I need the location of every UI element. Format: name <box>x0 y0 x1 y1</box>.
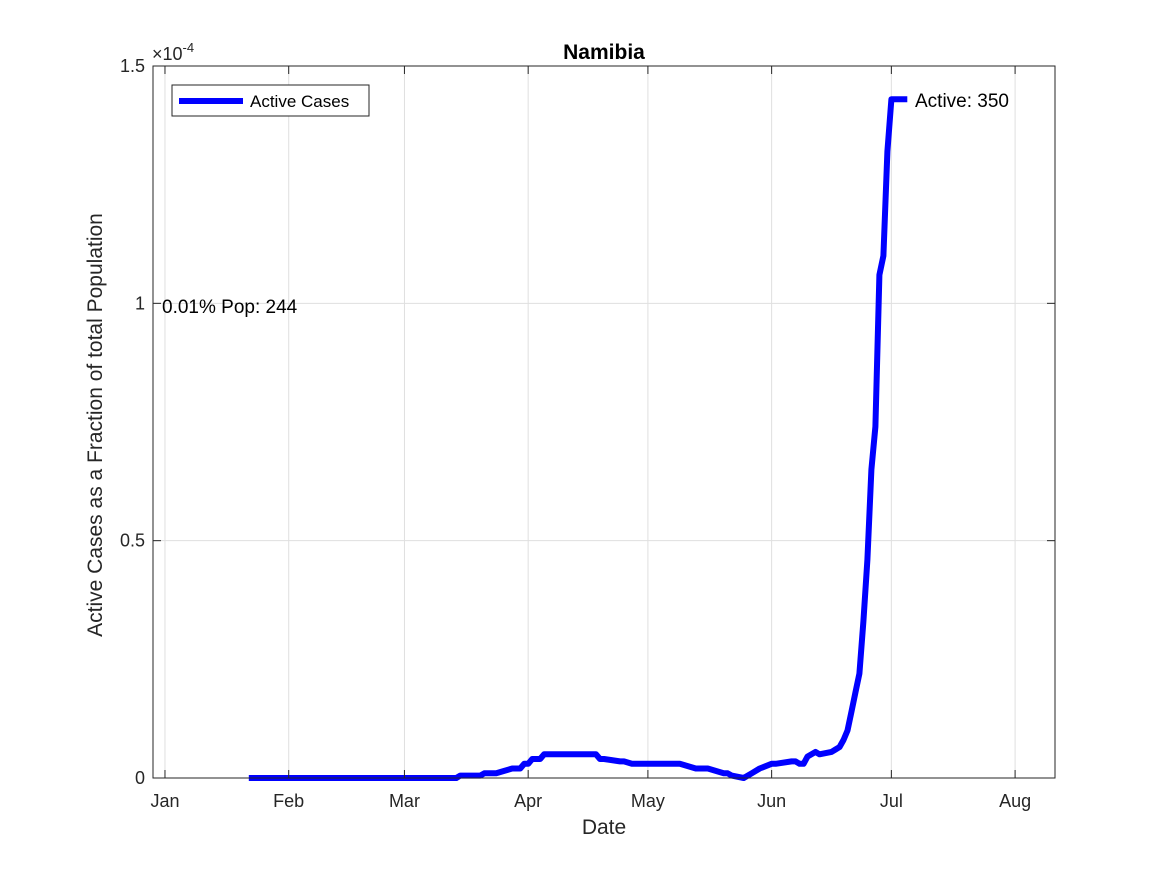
ticks: Jan Feb Mar Apr May Jun Jul Aug 0 0.5 1 1.5 <box>120 56 1055 811</box>
series-line-active-cases <box>248 96 908 781</box>
x-tick-label: Apr <box>514 791 542 811</box>
x-tick-label: Mar <box>389 791 420 811</box>
x-tick-label: Aug <box>999 791 1031 811</box>
x-tick-label: May <box>631 791 665 811</box>
legend-label: Active Cases <box>250 92 349 111</box>
annotation-active: Active: 350 <box>915 91 1009 112</box>
y-tick-label: 1 <box>135 293 145 313</box>
annotation-population: 0.01% Pop: 244 <box>162 297 298 318</box>
x-axis-title: Date <box>582 816 626 839</box>
series-layer <box>248 96 908 781</box>
legend: Active Cases <box>171 84 370 117</box>
y-exponent-label: ×10-4 <box>152 40 194 64</box>
plot-area-frame <box>152 65 1056 779</box>
y-tick-label: 0 <box>135 768 145 788</box>
x-tick-label: Jun <box>757 791 786 811</box>
y-tick-label: 0.5 <box>120 531 145 551</box>
y-tick-label: 1.5 <box>120 56 145 76</box>
y-axis-title: Active Cases as a Fraction of total Popu… <box>84 213 107 637</box>
x-tick-label: Jan <box>150 791 179 811</box>
x-tick-label: Feb <box>273 791 304 811</box>
x-tick-label: Jul <box>880 791 903 811</box>
chart-title: Namibia <box>563 41 645 64</box>
